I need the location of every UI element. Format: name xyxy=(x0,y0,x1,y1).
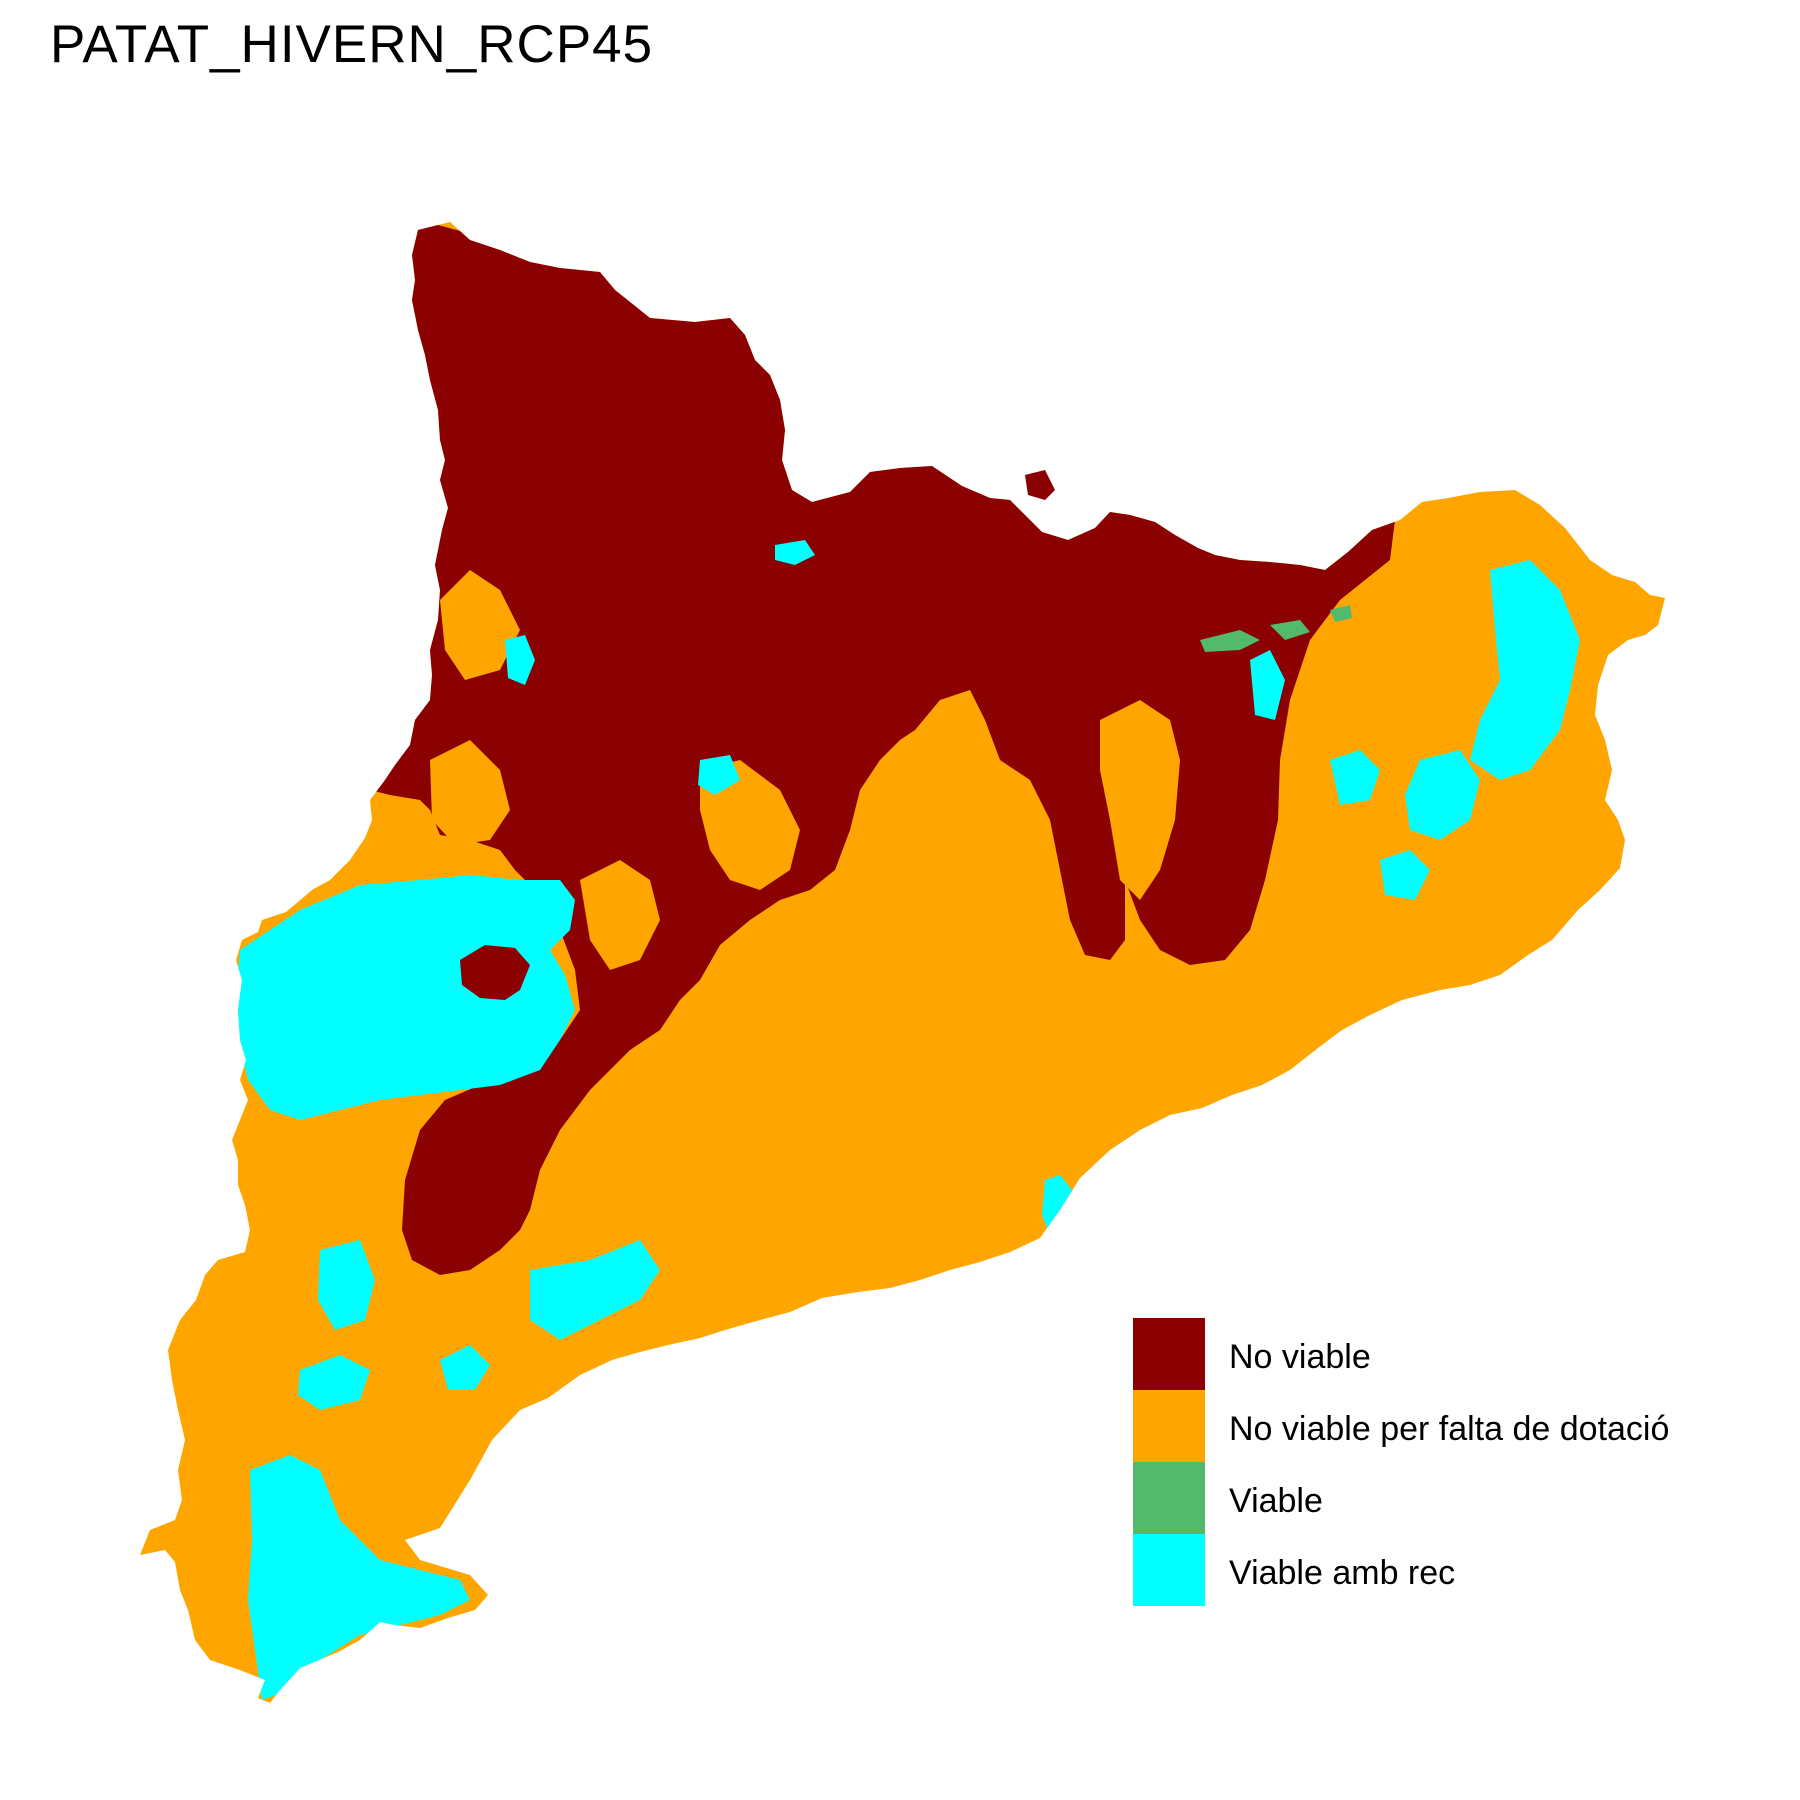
region-viable-amb-rec-east1 xyxy=(1470,560,1580,780)
region-viable-3 xyxy=(1330,605,1352,622)
region-valley-south xyxy=(580,860,660,970)
region-viable-1 xyxy=(1200,630,1260,652)
region-valley-east xyxy=(1100,700,1180,900)
legend-label-no-viable-dotacio: No viable per falta de dotació xyxy=(1229,1410,1670,1448)
legend-swatch-viable-amb-rec xyxy=(1133,1534,1205,1606)
region-viable-amb-rec-east4 xyxy=(1380,850,1430,900)
legend-swatch-no-viable-dotacio xyxy=(1133,1390,1205,1462)
region-valley-west xyxy=(430,740,510,845)
region-viable-2 xyxy=(1270,620,1310,640)
region-viable-amb-rec-mid xyxy=(698,755,740,795)
legend-label-no-viable: No viable xyxy=(1229,1338,1371,1376)
legend-swatch-no-viable xyxy=(1133,1318,1205,1390)
region-viable-amb-rec-south3 xyxy=(298,1355,370,1410)
region-valley-central xyxy=(830,720,1060,1010)
legend-label-viable: Viable xyxy=(1229,1482,1323,1520)
map-title: PATAT_HIVERN_RCP45 xyxy=(50,15,654,74)
region-viable-amb-rec-east5 xyxy=(1250,650,1285,720)
region-no-viable-enclave-north xyxy=(1025,470,1055,500)
region-valley-nw xyxy=(440,570,520,680)
region-valley-mid xyxy=(700,760,800,890)
legend-label-viable-amb-rec: Viable amb rec xyxy=(1229,1554,1456,1592)
region-viable-amb-rec-south1 xyxy=(318,1240,375,1330)
region-viable-amb-rec-north2 xyxy=(775,540,815,565)
region-no-viable-enclave xyxy=(460,945,530,1000)
region-viable-amb-rec-east2 xyxy=(1405,750,1480,840)
region-viable-amb-rec-south2 xyxy=(530,1240,660,1340)
legend-swatch-viable xyxy=(1133,1462,1205,1534)
region-viable-amb-rec-delta xyxy=(248,1455,470,1700)
region-viable-amb-rec-north xyxy=(505,635,535,685)
region-viable-amb-rec-south4 xyxy=(440,1345,490,1390)
region-viable-amb-rec-east3 xyxy=(1330,750,1380,805)
region-viable-amb-rec-west xyxy=(236,875,575,1120)
